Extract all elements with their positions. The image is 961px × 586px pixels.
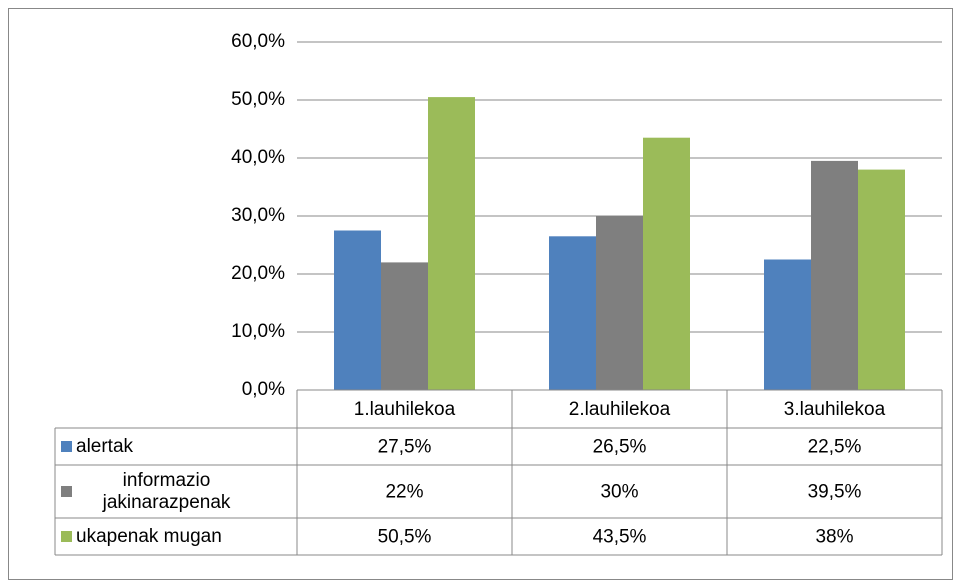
- y-tick-label: 10,0%: [231, 321, 285, 342]
- table-value: 38%: [815, 527, 853, 548]
- x-tick-label: 2.lauhilekoa: [569, 399, 671, 420]
- legend-label: ukapenak mugan: [76, 525, 222, 547]
- legend-cell: alertak: [55, 428, 297, 465]
- bar: [643, 137, 690, 390]
- legend-swatch: [61, 441, 72, 452]
- y-tick-label: 30,0%: [231, 205, 285, 226]
- table-value: 27,5%: [378, 437, 432, 458]
- x-tick-label: 1.lauhilekoa: [354, 399, 456, 420]
- legend-label: alertak: [76, 435, 134, 457]
- x-tick-label: 3.lauhilekoa: [784, 399, 886, 420]
- table-value: 22%: [385, 482, 423, 503]
- y-tick-label: 20,0%: [231, 263, 285, 284]
- bar: [381, 262, 428, 390]
- legend-item: ukapenak mugan: [55, 518, 297, 555]
- y-tick-label: 60,0%: [231, 31, 285, 52]
- table-value: 39,5%: [808, 482, 862, 503]
- legend-item: alertak: [55, 428, 297, 465]
- legend-cell: ukapenak mugan: [55, 518, 297, 555]
- bar: [858, 169, 905, 390]
- bar: [764, 259, 811, 390]
- legend-label: informazio jakinarazpenak: [102, 469, 231, 513]
- bar: [428, 97, 475, 390]
- legend-cell: informazio jakinarazpenak: [55, 465, 297, 518]
- table-value: 50,5%: [378, 527, 432, 548]
- legend-swatch: [61, 486, 72, 497]
- table-value: 26,5%: [593, 437, 647, 458]
- y-tick-label: 40,0%: [231, 147, 285, 168]
- bar: [549, 236, 596, 390]
- bar: [596, 216, 643, 390]
- y-tick-label: 0,0%: [242, 379, 285, 400]
- bar: [811, 160, 858, 390]
- y-tick-label: 50,0%: [231, 89, 285, 110]
- table-value: 30%: [600, 482, 638, 503]
- table-value: 22,5%: [808, 437, 862, 458]
- bar: [334, 230, 381, 390]
- table-value: 43,5%: [593, 527, 647, 548]
- legend-item: informazio jakinarazpenak: [55, 465, 297, 518]
- legend-swatch: [61, 531, 72, 542]
